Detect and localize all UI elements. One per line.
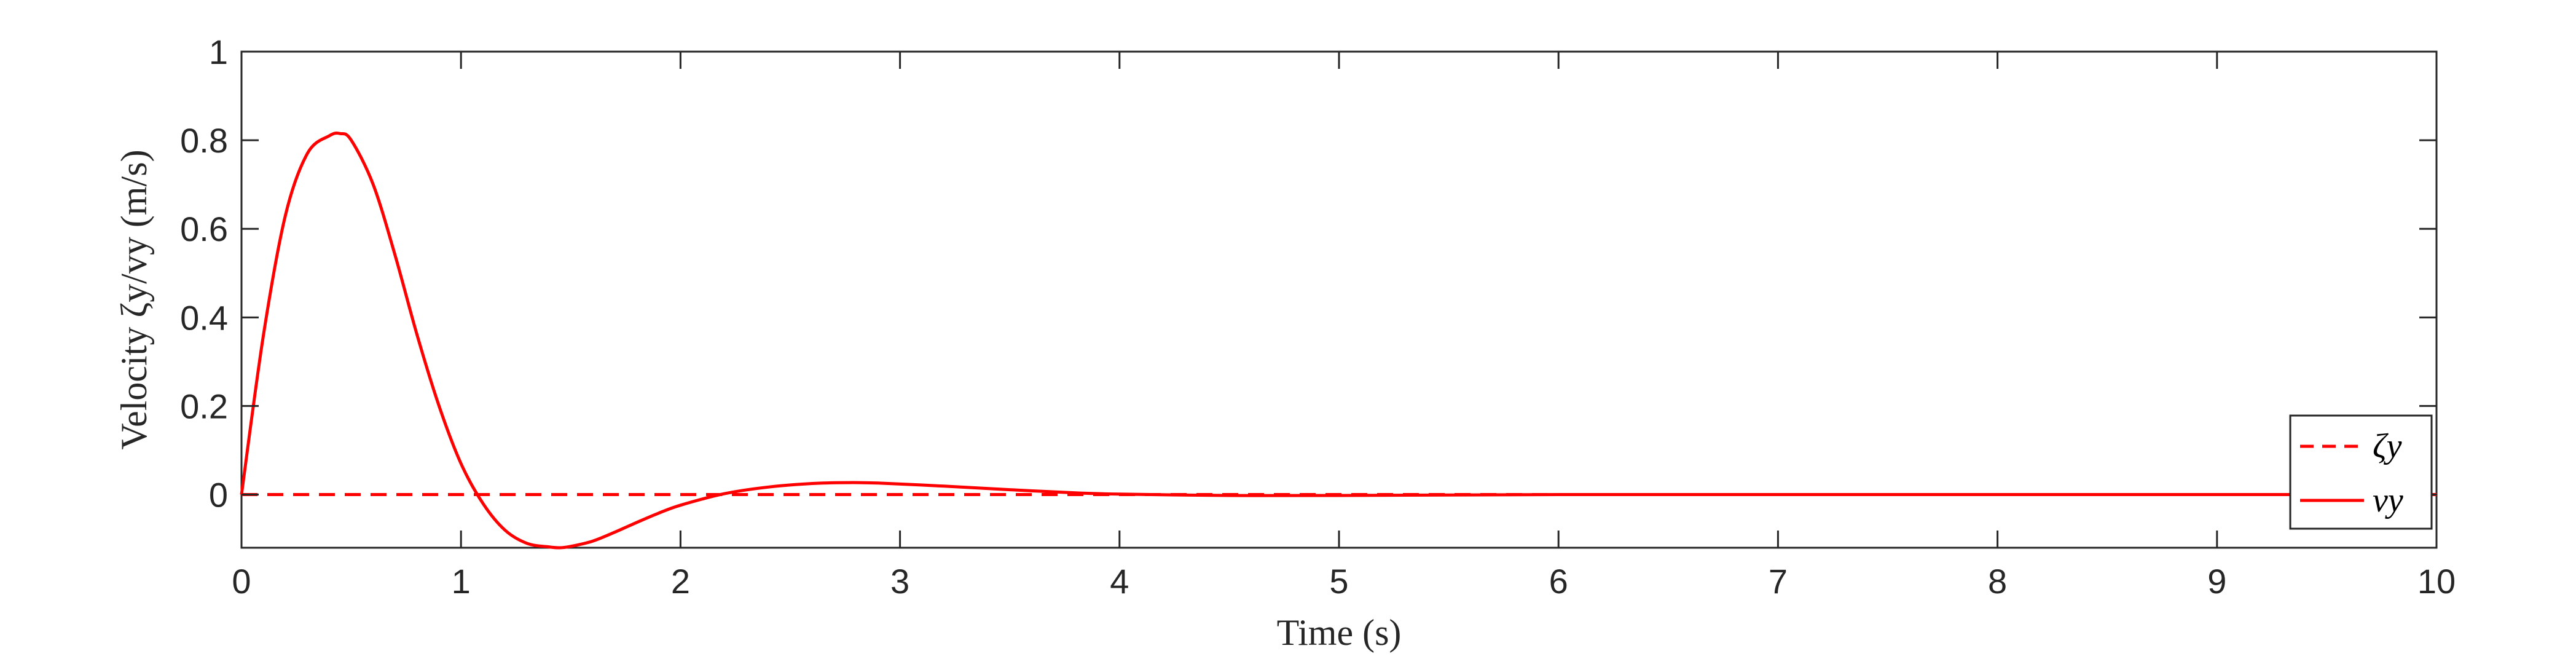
x-tick-label: 4 [1110,562,1129,601]
y-tick-label: 0.4 [180,298,228,337]
x-tick-label: 0 [232,562,251,601]
y-tick-label: 0.6 [180,210,228,248]
axis-ticks: 0 1 2 3 4 5 6 7 8 9 10 0 0.2 0.4 0.6 0.8 1 [180,33,2456,601]
x-tick-label: 1 [452,562,471,601]
x-tick-label: 10 [2417,562,2456,601]
legend: ζy vy [2289,414,2433,530]
x-tick-label: 3 [890,562,909,601]
legend-box [2289,414,2433,530]
y-tick-label: 0.2 [180,387,228,425]
y-tick-label: 0.8 [180,121,228,160]
legend-label-vy: vy [2373,481,2403,519]
x-tick-label: 7 [1769,562,1788,601]
x-tick-label: 8 [1988,562,2007,601]
y-axis-label: Velocity ζy/vy (m/s) [114,149,154,449]
y-tick-label: 1 [209,33,228,71]
x-tick-label: 5 [1329,562,1348,601]
x-tick-label: 6 [1549,562,1568,601]
x-axis-label: Time (s) [1277,612,1402,653]
x-tick-label: 2 [671,562,690,601]
series-line-vy [240,131,2437,550]
x-tick-label: 9 [2207,562,2226,601]
y-tick-label: 0 [209,476,228,515]
legend-label-zeta: ζy [2373,427,2402,465]
